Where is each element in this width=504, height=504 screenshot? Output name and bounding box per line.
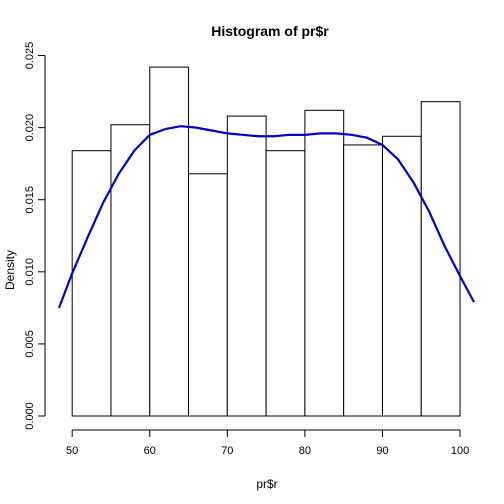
x-tick-label: 70 [221, 445, 233, 457]
x-tick-label: 80 [299, 445, 311, 457]
x-axis-label: pr$r [256, 477, 277, 491]
density-curve [57, 125, 475, 309]
y-tick-label: 0.005 [24, 330, 36, 358]
chart-title: Histogram of pr$r [211, 23, 329, 39]
y-axis-label: Density [3, 250, 17, 290]
y-tick-label: 0.015 [24, 186, 36, 214]
histogram-bar-7 [304, 109, 345, 417]
x-axis: 50 60 70 80 90 100 [66, 429, 469, 457]
histogram-bar-4 [188, 173, 228, 417]
y-tick-label: 0.000 [24, 402, 36, 430]
histogram-bar-3 [149, 66, 190, 417]
y-tick-label: 0.020 [24, 114, 36, 142]
histogram-bar-1 [71, 150, 112, 417]
histogram-bar-10 [420, 101, 461, 417]
y-tick-label: 0.010 [24, 258, 36, 286]
x-tick-label: 50 [66, 445, 78, 457]
histogram-bar-9 [381, 135, 422, 417]
x-tick-label: 100 [451, 445, 469, 457]
y-tick-label: 0.025 [24, 42, 36, 70]
y-axis: 0.000 0.005 0.010 0.015 0.020 0.025 [24, 42, 46, 430]
histogram-bars [71, 66, 461, 417]
histogram-bar-5 [226, 115, 267, 417]
histogram-bar-2 [110, 124, 151, 417]
density-curve-group [57, 125, 475, 309]
histogram-bar-8 [343, 144, 383, 417]
histogram-bar-6 [265, 150, 306, 417]
x-tick-label: 60 [144, 445, 156, 457]
x-tick-label: 90 [376, 445, 388, 457]
